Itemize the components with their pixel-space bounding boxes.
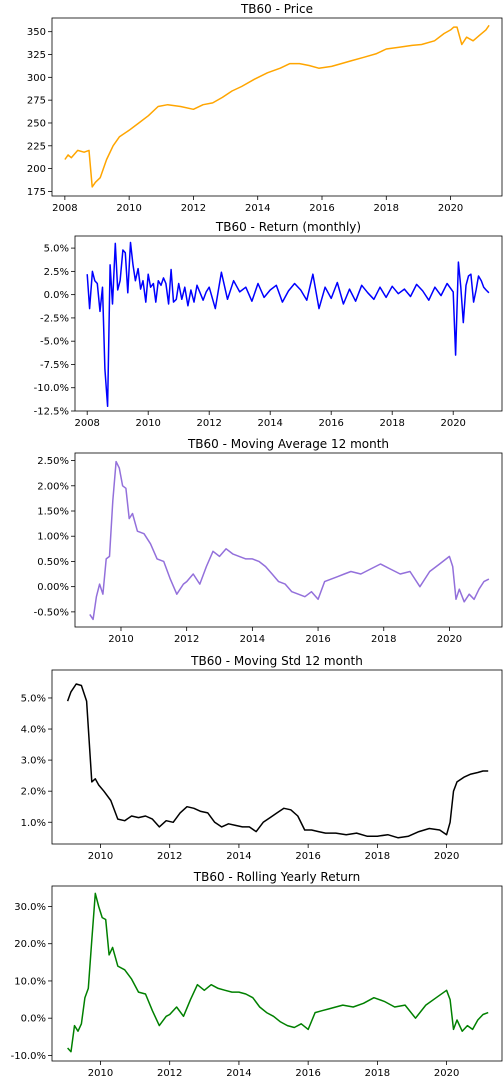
series-line bbox=[66, 683, 489, 839]
x-tick-label: 2012 bbox=[181, 203, 206, 214]
y-tick-label: 1.50% bbox=[37, 507, 69, 518]
y-tick-label: 300 bbox=[27, 73, 46, 84]
x-tick-label: 2014 bbox=[226, 851, 251, 862]
y-tick-label: 350 bbox=[27, 27, 46, 38]
y-tick-label: -10.0% bbox=[11, 1051, 46, 1062]
y-tick-label: 0.50% bbox=[37, 557, 69, 568]
chart-title: TB60 - Rolling Yearly Return bbox=[193, 870, 360, 884]
plot-frame bbox=[74, 452, 503, 628]
y-tick-label: 4.0% bbox=[21, 725, 46, 736]
x-tick-label: 2012 bbox=[157, 1068, 182, 1079]
chart-5: TB60 - Rolling Yearly Return 2010 2012 2014… bbox=[11, 870, 503, 1079]
x-tick-label: 2020 bbox=[440, 418, 465, 429]
chart-title: TB60 - Moving Std 12 month bbox=[190, 654, 363, 668]
plot-frame bbox=[51, 885, 503, 1062]
y-tick-label: 1.0% bbox=[21, 818, 46, 829]
chart-title: TB60 - Return (monthly) bbox=[215, 220, 361, 234]
x-tick-label: 2008 bbox=[52, 203, 77, 214]
x-tick-label: 2018 bbox=[365, 851, 390, 862]
y-tick-label: -10.0% bbox=[34, 383, 69, 394]
series-line bbox=[67, 892, 489, 1053]
y-tick-label: 20.0% bbox=[14, 939, 46, 950]
chart-1: TB60 - Price 2008 2010 2012 2014 2016 2018 2020… bbox=[27, 2, 503, 214]
series-line bbox=[86, 241, 490, 408]
y-tick-label: 0.0% bbox=[44, 290, 69, 301]
y-tick-label: 5.0% bbox=[44, 244, 69, 255]
y-tick-label: 30.0% bbox=[14, 902, 46, 913]
y-tick-label: 1.00% bbox=[37, 532, 69, 543]
y-tick-label: -12.5% bbox=[34, 407, 69, 418]
x-tick-label: 2014 bbox=[245, 203, 270, 214]
y-tick-label: -7.5% bbox=[40, 360, 69, 371]
y-tick-label: 2.00% bbox=[37, 481, 69, 492]
y-tick-label: 0.0% bbox=[21, 1014, 46, 1025]
x-tick-label: 2010 bbox=[116, 203, 141, 214]
y-tick-label: 10.0% bbox=[14, 976, 46, 987]
x-tick-label: 2014 bbox=[240, 634, 265, 645]
y-tick-label: 275 bbox=[27, 96, 46, 107]
y-tick-label: 250 bbox=[27, 118, 46, 129]
chart-title: TB60 - Moving Average 12 month bbox=[187, 437, 389, 451]
plot-frame bbox=[51, 17, 503, 197]
y-tick-label: 175 bbox=[27, 187, 46, 198]
x-tick-label: 2010 bbox=[88, 1068, 113, 1079]
x-tick-label: 2010 bbox=[135, 418, 160, 429]
x-tick-label: 2012 bbox=[174, 634, 199, 645]
y-tick-label: 2.50% bbox=[37, 456, 69, 467]
plot-frame bbox=[74, 235, 503, 412]
y-tick-label: 325 bbox=[27, 50, 46, 61]
y-tick-label: 2.5% bbox=[44, 267, 69, 278]
x-tick-label: 2008 bbox=[74, 418, 99, 429]
chart-2: TB60 - Return (monthly) 2008 2010 2012 2014 2… bbox=[34, 220, 503, 429]
x-tick-label: 2018 bbox=[379, 418, 404, 429]
y-tick-label: 2.0% bbox=[21, 787, 46, 798]
series-line bbox=[89, 460, 490, 621]
x-tick-label: 2016 bbox=[318, 418, 343, 429]
x-tick-label: 2014 bbox=[257, 418, 282, 429]
x-tick-label: 2010 bbox=[108, 634, 133, 645]
y-tick-label: 0.00% bbox=[37, 582, 69, 593]
x-tick-label: 2018 bbox=[365, 1068, 390, 1079]
series-line bbox=[64, 24, 490, 188]
plot-frame bbox=[51, 669, 503, 845]
y-tick-label: 5.0% bbox=[21, 693, 46, 704]
y-tick-label: 3.0% bbox=[21, 756, 46, 767]
chart-3: TB60 - Moving Average 12 month 2010 2012 20… bbox=[34, 437, 503, 645]
y-tick-label: -2.5% bbox=[40, 313, 69, 324]
y-tick-label: -0.50% bbox=[34, 607, 69, 618]
x-tick-label: 2020 bbox=[438, 203, 463, 214]
x-tick-label: 2016 bbox=[309, 203, 334, 214]
chart-title: TB60 - Price bbox=[240, 2, 313, 16]
x-tick-label: 2010 bbox=[88, 851, 113, 862]
x-tick-label: 2020 bbox=[434, 851, 459, 862]
x-tick-label: 2018 bbox=[374, 203, 399, 214]
x-tick-label: 2020 bbox=[437, 634, 462, 645]
x-tick-label: 2018 bbox=[371, 634, 396, 645]
x-tick-label: 2016 bbox=[305, 634, 330, 645]
x-tick-label: 2012 bbox=[157, 851, 182, 862]
y-tick-label: -5.0% bbox=[40, 337, 69, 348]
y-tick-label: 225 bbox=[27, 141, 46, 152]
y-tick-label: 200 bbox=[27, 164, 46, 175]
x-tick-label: 2014 bbox=[226, 1068, 251, 1079]
x-tick-label: 2016 bbox=[295, 851, 320, 862]
x-tick-label: 2020 bbox=[434, 1068, 459, 1079]
x-tick-label: 2012 bbox=[196, 418, 221, 429]
chart-4: TB60 - Moving Std 12 month 2010 2012 2014 20… bbox=[21, 654, 503, 862]
x-tick-label: 2016 bbox=[295, 1068, 320, 1079]
